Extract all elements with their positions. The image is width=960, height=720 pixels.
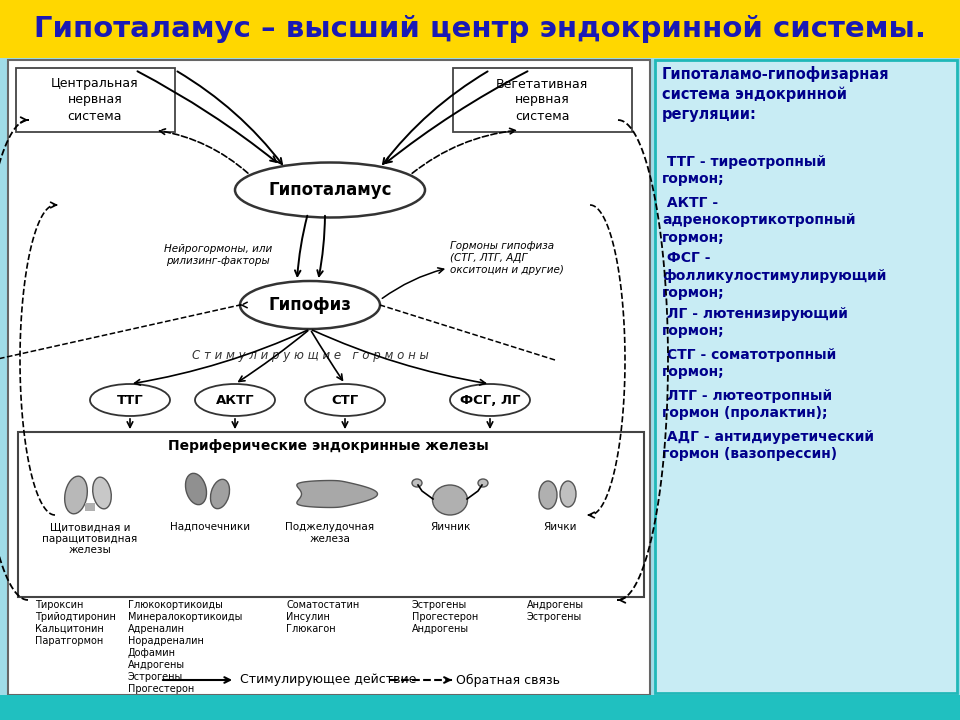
- Bar: [18, 432, 644, 597]
- Text: Соматостатин
Инсулин
Глюкагон: Соматостатин Инсулин Глюкагон: [286, 600, 360, 634]
- Ellipse shape: [185, 473, 206, 505]
- Text: ЛГ - лютенизирующий
гормон;: ЛГ - лютенизирующий гормон;: [662, 307, 848, 338]
- Ellipse shape: [450, 384, 530, 416]
- FancyBboxPatch shape: [453, 68, 632, 132]
- Ellipse shape: [93, 477, 111, 509]
- Text: ФСГ -
фолликулостимулирующий
гормон;: ФСГ - фолликулостимулирующий гормон;: [662, 251, 886, 300]
- FancyBboxPatch shape: [16, 68, 175, 132]
- Ellipse shape: [195, 384, 275, 416]
- Text: Периферические эндокринные железы: Периферические эндокринные железы: [168, 439, 489, 453]
- Text: Гипоталамус – высший центр эндокринной системы.: Гипоталамус – высший центр эндокринной с…: [34, 15, 926, 43]
- Ellipse shape: [64, 476, 87, 514]
- Text: Андрогены
Эстрогены: Андрогены Эстрогены: [526, 600, 584, 622]
- Text: Тироксин
Трийодтиронин
Кальцитонин
Паратгормон: Тироксин Трийодтиронин Кальцитонин Парат…: [35, 600, 115, 646]
- Ellipse shape: [235, 163, 425, 217]
- Ellipse shape: [240, 281, 380, 329]
- Ellipse shape: [90, 384, 170, 416]
- Ellipse shape: [305, 384, 385, 416]
- Text: Гипоталамус: Гипоталамус: [268, 181, 392, 199]
- Text: Поджелудочная
железа: Поджелудочная железа: [285, 522, 374, 544]
- Text: ФСГ, ЛГ: ФСГ, ЛГ: [460, 394, 520, 407]
- Text: Стимулирующее действие: Стимулирующее действие: [240, 673, 417, 686]
- Ellipse shape: [560, 481, 576, 507]
- Text: СТГ: СТГ: [331, 394, 359, 407]
- Text: АДГ - антидиуретический
гормон (вазопрессин): АДГ - антидиуретический гормон (вазопрес…: [662, 430, 874, 462]
- Text: Глюкокортикоиды
Минералокортикоиды
Адреналин
Норадреналин
Дофамин
Андрогены
Эстр: Глюкокортикоиды Минералокортикоиды Адрен…: [128, 600, 242, 694]
- Text: Гормоны гипофиза
(СТГ, ЛТГ, АДГ
окситоцин и другие): Гормоны гипофиза (СТГ, ЛТГ, АДГ окситоци…: [450, 241, 564, 274]
- Ellipse shape: [412, 479, 422, 487]
- Bar: [85, 503, 95, 511]
- Text: Яички: Яички: [543, 522, 577, 532]
- Text: АКТГ -
адренокортикотропный
гормон;: АКТГ - адренокортикотропный гормон;: [662, 196, 855, 245]
- Text: Надпочечники: Надпочечники: [170, 522, 250, 532]
- Ellipse shape: [433, 485, 468, 515]
- Ellipse shape: [539, 481, 557, 509]
- Text: ТТГ: ТТГ: [116, 394, 143, 407]
- Text: Обратная связь: Обратная связь: [456, 673, 560, 687]
- Text: Нейрогормоны, или
рилизинг-факторы: Нейрогормоны, или рилизинг-факторы: [164, 244, 272, 266]
- FancyBboxPatch shape: [655, 60, 957, 693]
- Polygon shape: [297, 480, 377, 508]
- Text: Вегетативная
нервная
система: Вегетативная нервная система: [496, 78, 588, 122]
- Bar: [0, 695, 960, 720]
- Text: Гипофиз: Гипофиз: [269, 296, 351, 314]
- Ellipse shape: [478, 479, 488, 487]
- Text: АКТГ: АКТГ: [216, 394, 254, 407]
- Ellipse shape: [210, 480, 229, 508]
- Text: С т и м у л и р у ю щ и е   г о р м о н ы: С т и м у л и р у ю щ и е г о р м о н ы: [192, 348, 428, 361]
- Text: Центральная
нервная
система: Центральная нервная система: [51, 78, 139, 122]
- Text: ТТГ - тиреотропный
гормон;: ТТГ - тиреотропный гормон;: [662, 155, 826, 186]
- Text: Яичник: Яичник: [430, 522, 470, 532]
- Text: ЛТГ - лютеотропный
гормон (пролактин);: ЛТГ - лютеотропный гормон (пролактин);: [662, 389, 832, 420]
- Text: СТГ - соматотропный
гормон;: СТГ - соматотропный гормон;: [662, 348, 836, 379]
- Text: Щитовидная и
паращитовидная
железы: Щитовидная и паращитовидная железы: [42, 522, 137, 555]
- Text: Гипоталамо-гипофизарная
система эндокринной
регуляции:: Гипоталамо-гипофизарная система эндокрин…: [662, 66, 890, 122]
- Bar: [0, 0, 960, 58]
- Bar: [8, 60, 650, 695]
- Text: Эстрогены
Прогестерон
Андрогены: Эстрогены Прогестерон Андрогены: [412, 600, 478, 634]
